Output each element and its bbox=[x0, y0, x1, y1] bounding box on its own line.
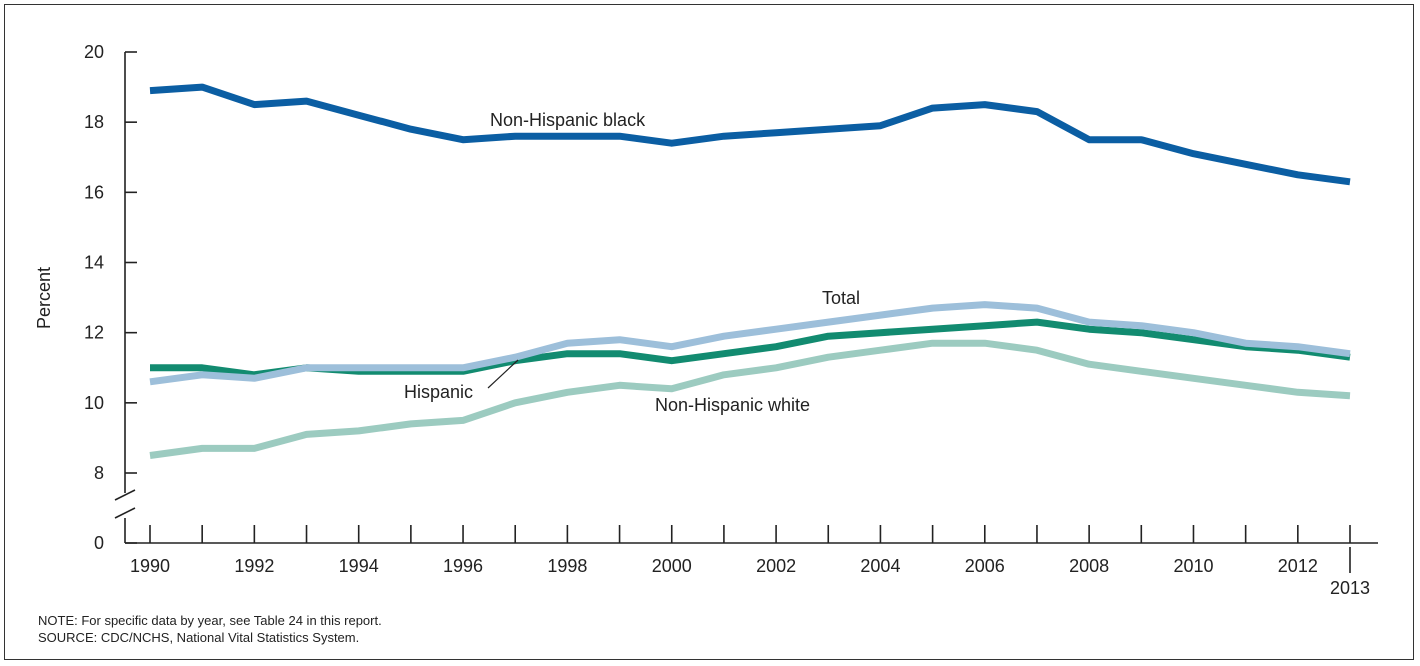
line-chart: 0 8 10 12 14 16 18 20 1990 1992 1994 1996 1998 2000 2… bbox=[34, 42, 1378, 598]
y-tick-label: 8 bbox=[94, 463, 104, 483]
x-tick-label: 1998 bbox=[547, 556, 587, 576]
y-axis-label: Percent bbox=[34, 267, 54, 329]
y-tick-label: 12 bbox=[84, 323, 104, 343]
series-lines bbox=[149, 83, 1351, 459]
x-tick-label: 2006 bbox=[965, 556, 1005, 576]
source-text: SOURCE: CDC/NCHS, National Vital Statist… bbox=[38, 630, 360, 645]
y-axis-break-mark bbox=[114, 507, 136, 519]
series-label-total: Total bbox=[822, 288, 860, 308]
x-tick-label: 2002 bbox=[756, 556, 796, 576]
series-label-hispanic: Hispanic bbox=[404, 382, 473, 402]
series-label-non-hispanic-white: Non-Hispanic white bbox=[655, 395, 810, 415]
y-tick-label: 16 bbox=[84, 182, 104, 202]
x-tick-label: 1990 bbox=[130, 556, 170, 576]
x-tick-label: 2000 bbox=[652, 556, 692, 576]
x-tick-label: 2012 bbox=[1278, 556, 1318, 576]
series-line-non-hispanic-white bbox=[149, 339, 1351, 459]
chart-frame bbox=[4, 4, 1414, 660]
x-tick-label: 1994 bbox=[339, 556, 379, 576]
x-tick-label: 1996 bbox=[443, 556, 483, 576]
y-tick-label: 18 bbox=[84, 112, 104, 132]
x-axis: 1990 1992 1994 1996 1998 2000 2002 2004 2006 2008… bbox=[125, 525, 1378, 598]
x-tick-label: 2013 bbox=[1330, 578, 1370, 598]
x-tick-label: 2008 bbox=[1069, 556, 1109, 576]
y-tick-label: 14 bbox=[84, 253, 104, 273]
hispanic-leader-line bbox=[487, 359, 519, 389]
y-tick-label: 0 bbox=[94, 533, 104, 553]
x-tick-label: 2004 bbox=[860, 556, 900, 576]
series-line-total bbox=[149, 301, 1351, 386]
y-tick-label: 10 bbox=[84, 393, 104, 413]
x-tick-label: 1992 bbox=[234, 556, 274, 576]
y-axis: 0 8 10 12 14 16 18 20 bbox=[84, 42, 137, 553]
series-line-non-hispanic-black bbox=[149, 83, 1351, 186]
y-axis-break-mark bbox=[114, 489, 136, 501]
y-tick-label: 20 bbox=[84, 42, 104, 62]
x-tick-label: 2010 bbox=[1173, 556, 1213, 576]
note-text: NOTE: For specific data by year, see Tab… bbox=[38, 613, 382, 628]
series-labels: Non-Hispanic black Total Hispanic Non-Hispa… bbox=[404, 110, 860, 415]
series-label-non-hispanic-black: Non-Hispanic black bbox=[490, 110, 646, 130]
